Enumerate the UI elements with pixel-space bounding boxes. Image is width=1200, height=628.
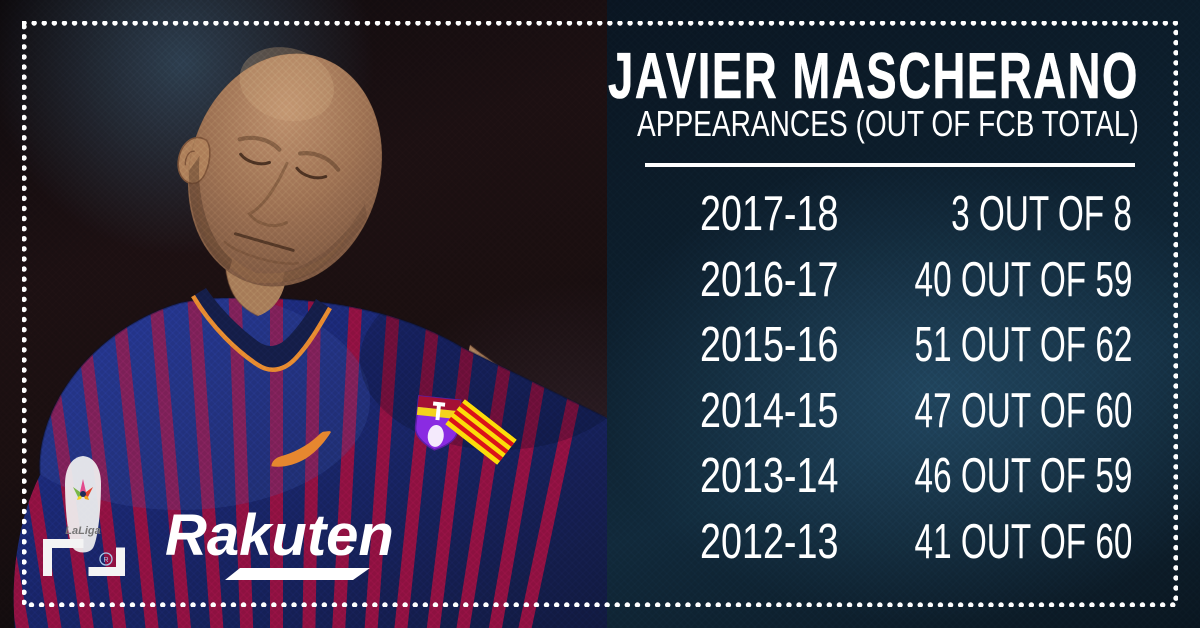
svg-text:Rakuten: Rakuten bbox=[165, 503, 394, 568]
svg-text:LaLiga: LaLiga bbox=[65, 525, 100, 537]
svg-text:R: R bbox=[103, 557, 108, 564]
